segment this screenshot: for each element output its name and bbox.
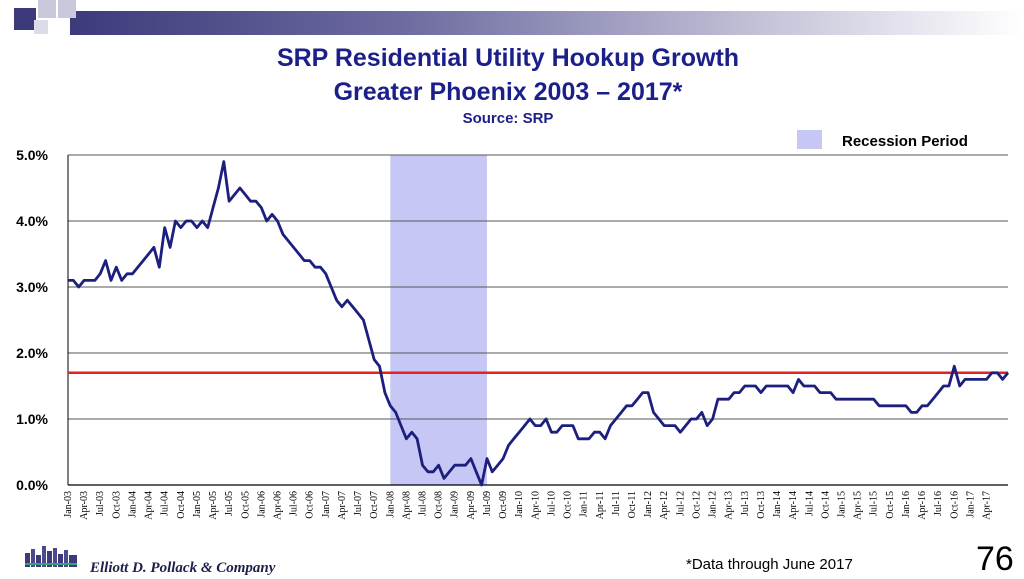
x-tick-label: Jan-05 <box>192 491 203 518</box>
page-number: 76 <box>976 540 1014 578</box>
x-tick-label: Apr-12 <box>659 491 670 520</box>
x-tick-label: Oct-03 <box>111 491 122 519</box>
y-tick-label: 1.0% <box>16 411 48 427</box>
x-tick-label: Apr-05 <box>208 491 219 520</box>
y-tick-label: 0.0% <box>16 477 48 493</box>
x-tick-label: Oct-04 <box>176 491 187 519</box>
x-tick-label: Jan-14 <box>772 491 783 518</box>
x-tick-label: Jul-04 <box>160 491 171 516</box>
x-tick-label: Apr-09 <box>466 491 477 520</box>
legend-recession-label: Recession Period <box>842 133 968 150</box>
x-tick-label: Oct-10 <box>563 491 574 519</box>
recession-band <box>390 155 487 485</box>
x-tick-label: Jul-13 <box>740 491 751 516</box>
legend-recession-swatch <box>797 130 822 149</box>
chart-subtitle: Greater Phoenix 2003 – 2017* <box>333 78 683 106</box>
header-square-decoration <box>14 8 36 30</box>
x-tick-label: Apr-17 <box>982 491 993 520</box>
x-tick-label: Jul-10 <box>546 491 557 516</box>
x-tick-label: Jan-15 <box>836 491 847 518</box>
x-tick-label: Jan-12 <box>708 491 719 518</box>
company-logo <box>25 546 77 567</box>
x-tick-label: Jan-17 <box>965 491 976 518</box>
y-tick-label: 4.0% <box>16 213 48 229</box>
x-tick-label: Jul-12 <box>675 491 686 516</box>
y-tick-label: 3.0% <box>16 279 48 295</box>
x-tick-label: Jul-08 <box>418 491 429 516</box>
x-tick-label: Jan-04 <box>127 491 138 518</box>
x-tick-label: Apr-16 <box>917 491 928 520</box>
x-tick-label: Jul-11 <box>611 491 622 516</box>
x-tick-label: Jan-10 <box>514 491 525 518</box>
footnote: *Data through June 2017 <box>686 556 853 573</box>
x-tick-label: Apr-14 <box>788 491 799 520</box>
x-tick-label: Jan-12 <box>643 491 654 518</box>
x-tick-label: Jan-07 <box>321 491 332 518</box>
x-tick-label: Jul-06 <box>289 491 300 516</box>
x-tick-label: Jul-07 <box>353 491 364 516</box>
x-tick-label: Apr-11 <box>595 491 606 519</box>
y-tick-label: 2.0% <box>16 345 48 361</box>
y-tick-label: 5.0% <box>16 147 48 163</box>
x-tick-label: Jul-03 <box>95 491 106 516</box>
x-tick-label: Oct-08 <box>434 491 445 519</box>
x-tick-label: Oct-11 <box>627 491 638 518</box>
x-tick-label: Jul-16 <box>933 491 944 516</box>
x-tick-label: Jul-05 <box>224 491 235 516</box>
x-tick-label: Oct-14 <box>820 491 831 519</box>
chart-title: SRP Residential Utility Hookup Growth <box>276 44 740 72</box>
x-tick-label: Apr-06 <box>272 491 283 520</box>
x-tick-label: Oct-15 <box>885 491 896 519</box>
x-tick-label: Jan-06 <box>256 491 267 518</box>
header-square-decoration <box>38 0 56 18</box>
x-tick-label: Oct-06 <box>305 491 316 519</box>
x-tick-label: Apr-07 <box>337 491 348 520</box>
x-tick-label: Apr-03 <box>79 491 90 520</box>
x-tick-label: Jan-11 <box>579 491 590 517</box>
x-tick-label: Jan-08 <box>385 491 396 518</box>
x-tick-label: Oct-09 <box>498 491 509 519</box>
x-tick-label: Apr-04 <box>144 491 155 520</box>
x-tick-label: Jan-03 <box>63 491 74 518</box>
x-tick-label: Jan-09 <box>450 491 461 518</box>
x-tick-label: Apr-15 <box>853 491 864 520</box>
x-tick-label: Jan-16 <box>901 491 912 518</box>
x-tick-label: Oct-07 <box>369 491 380 519</box>
x-tick-label: Oct-16 <box>949 491 960 519</box>
x-tick-label: Oct-13 <box>756 491 767 519</box>
series-line <box>68 160 1010 487</box>
x-tick-label: Apr-10 <box>530 491 541 520</box>
header-square-decoration <box>58 0 76 18</box>
x-tick-label: Apr-08 <box>401 491 412 520</box>
header-gradient-bar <box>70 11 1024 35</box>
x-tick-label: Jul-14 <box>804 491 815 516</box>
x-tick-label: Jul-15 <box>869 491 880 516</box>
company-name: Elliott D. Pollack & Company <box>90 560 276 576</box>
x-tick-label: Oct-12 <box>691 491 702 519</box>
x-tick-label: Jul-09 <box>482 491 493 516</box>
x-tick-label: Apr-13 <box>724 491 735 520</box>
x-tick-label: Oct-05 <box>240 491 251 519</box>
chart-source: Source: SRP <box>462 110 554 127</box>
header-square-decoration <box>34 20 48 34</box>
